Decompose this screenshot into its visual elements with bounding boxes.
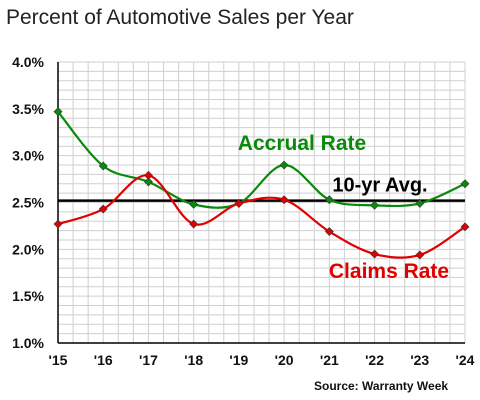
- data-point-accrual-rate: [415, 199, 425, 208]
- data-point-claims-rate: [189, 219, 199, 229]
- x-tick-label: '24: [456, 352, 475, 368]
- series-line-claims-rate: [57, 174, 466, 259]
- x-tick-label: '18: [184, 352, 203, 368]
- x-tick-label: '17: [139, 352, 158, 368]
- data-point-claims-rate: [279, 195, 289, 205]
- chart-title: Percent of Automotive Sales per Year: [6, 6, 354, 29]
- series-label-accrual-rate: Accrual Rate: [238, 132, 366, 155]
- x-tick-label: '15: [49, 352, 68, 368]
- data-point-claims-rate: [460, 222, 470, 232]
- data-point-accrual-rate: [370, 200, 379, 210]
- y-tick-label: 2.5%: [12, 195, 44, 211]
- data-point-claims-rate: [53, 219, 63, 229]
- x-tick-label: '23: [410, 352, 429, 368]
- data-point-claims-rate: [370, 249, 379, 259]
- series-group: [53, 107, 470, 260]
- x-tick-label: '22: [365, 352, 384, 368]
- y-tick-label: 3.0%: [12, 148, 44, 164]
- data-point-claims-rate: [234, 199, 244, 208]
- data-point-accrual-rate: [53, 107, 63, 117]
- source-note: Source: Warranty Week: [314, 379, 449, 393]
- data-point-accrual-rate: [324, 195, 334, 205]
- data-point-accrual-rate: [144, 177, 153, 187]
- x-tick-label: '21: [320, 352, 339, 368]
- tick-labels: 1.0% 1.5% 2.0% 2.5% 3.0% 3.5% 4.0% '15 '16 '17 '18…: [12, 54, 475, 368]
- data-point-accrual-rate: [98, 161, 108, 171]
- y-tick-label: 3.5%: [12, 101, 44, 117]
- data-point-accrual-rate: [279, 160, 289, 170]
- y-tick-label: 4.0%: [12, 54, 44, 70]
- data-point-accrual-rate: [460, 179, 470, 189]
- y-tick-label: 1.5%: [12, 288, 44, 304]
- y-tick-label: 2.0%: [12, 241, 44, 257]
- series-label-claims-rate: Claims Rate: [329, 260, 449, 283]
- x-tick-label: '16: [94, 352, 113, 368]
- series-line-accrual-rate: [57, 110, 466, 209]
- data-point-accrual-rate: [189, 199, 199, 209]
- data-point-claims-rate: [415, 250, 425, 260]
- grid: [57, 61, 466, 344]
- x-tick-label: '19: [229, 352, 248, 368]
- data-point-claims-rate: [144, 170, 153, 180]
- x-tick-label: '20: [275, 352, 294, 368]
- reference-line-label: 10-yr Avg.: [332, 175, 427, 197]
- data-point-claims-rate: [98, 204, 108, 214]
- y-tick-label: 1.0%: [12, 335, 44, 351]
- data-point-claims-rate: [324, 227, 334, 236]
- annotations: 10-yr Avg. Accrual Rate Claims Rate: [238, 132, 449, 283]
